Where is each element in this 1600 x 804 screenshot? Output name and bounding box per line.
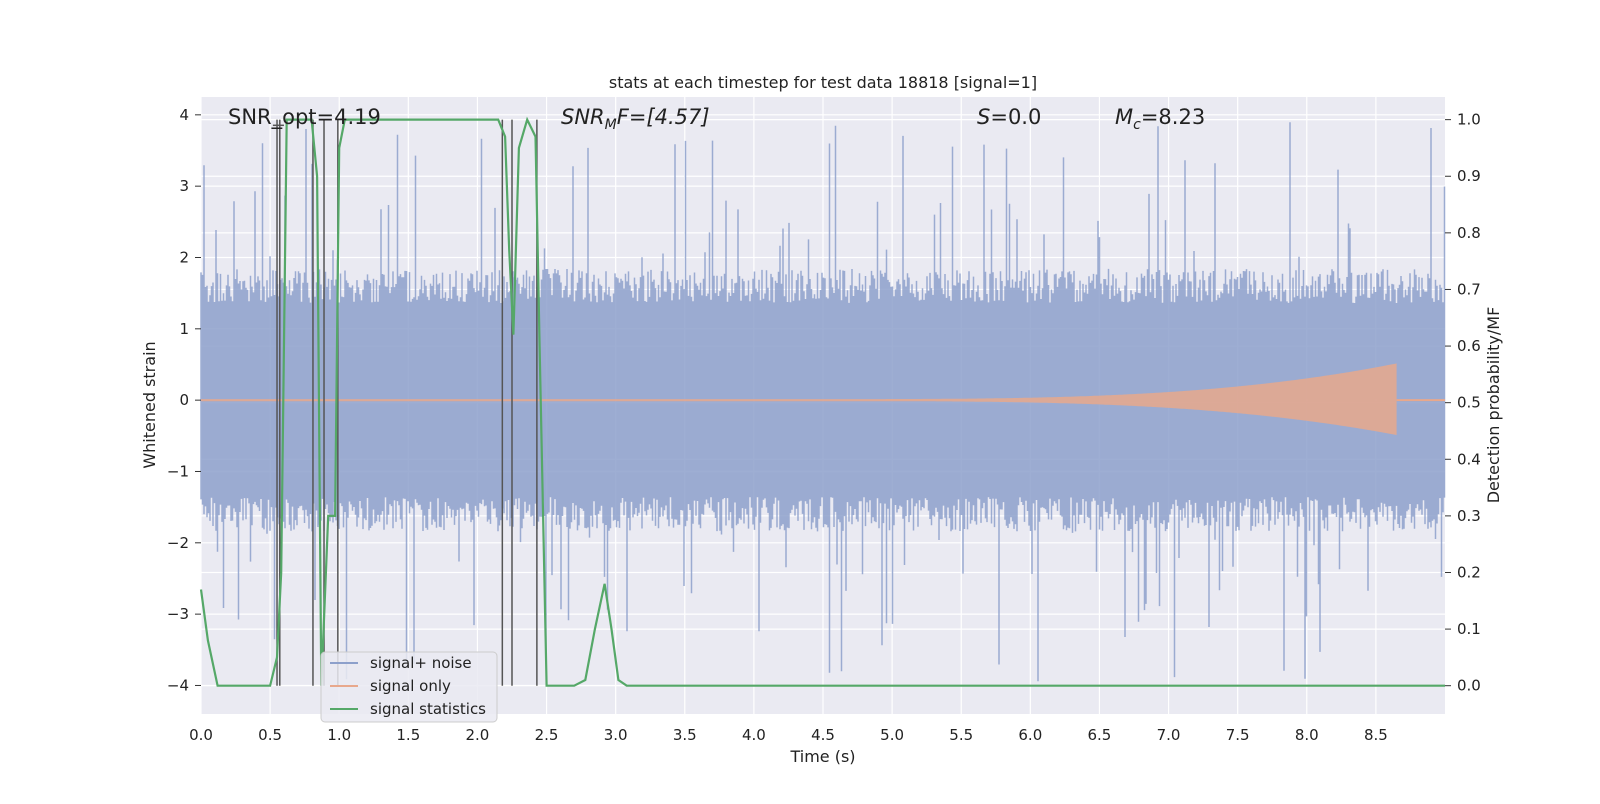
x-tick-label: 7.0 bbox=[1157, 726, 1181, 744]
x-tick-label: 7.5 bbox=[1226, 726, 1250, 744]
y-left-tick-label: 2 bbox=[179, 248, 189, 266]
y-axis-left-label: Whitened strain bbox=[140, 341, 159, 468]
x-tick-label: 1.5 bbox=[396, 726, 420, 744]
x-tick-label: 3.5 bbox=[673, 726, 697, 744]
y-left-tick-label: −2 bbox=[167, 534, 189, 552]
y-right-tick-label: 0.0 bbox=[1457, 677, 1481, 695]
x-tick-label: 1.0 bbox=[327, 726, 351, 744]
annotation-snr-opt: SNR_opt=4.19 bbox=[228, 105, 381, 130]
legend-label-signal-plus-noise: signal+ noise bbox=[370, 654, 472, 672]
signal-statistics-line bbox=[199, 116, 1445, 687]
y-left-tick-label: −4 bbox=[167, 676, 189, 694]
y-left-tick-label: −1 bbox=[167, 462, 189, 480]
y-right-tick-label: 0.3 bbox=[1457, 507, 1481, 525]
y-axis-right-label: Detection probability/MF bbox=[1484, 307, 1503, 504]
y-left-tick-label: 0 bbox=[179, 391, 189, 409]
legend-box bbox=[320, 651, 498, 723]
y-right-tick-label: 0.5 bbox=[1457, 394, 1481, 412]
tick-labels: 0.0 0.5 1.0 1.5 2.0 2.5 3.0 3.5 4.0 4.5 5.0 5.5 6.0 6… bbox=[167, 106, 1481, 744]
chart-title: stats at each timestep for test data 188… bbox=[609, 73, 1037, 92]
y-right-tick-label: 0.8 bbox=[1457, 224, 1481, 242]
x-axis-label: Time (s) bbox=[789, 747, 855, 766]
y-right-tick-label: 0.1 bbox=[1457, 620, 1481, 638]
x-tick-label: 6.5 bbox=[1088, 726, 1112, 744]
x-tick-label: 8.5 bbox=[1364, 726, 1388, 744]
x-tick-label: 3.0 bbox=[604, 726, 628, 744]
x-tick-label: 2.5 bbox=[535, 726, 559, 744]
y-right-tick-label: 0.2 bbox=[1457, 563, 1481, 581]
y-left-tick-label: 1 bbox=[179, 320, 189, 338]
y-right-tick-label: 0.7 bbox=[1457, 280, 1481, 298]
y-right-tick-label: 1.0 bbox=[1457, 111, 1481, 129]
x-tick-label: 4.0 bbox=[742, 726, 766, 744]
y-left-tick-label: 4 bbox=[179, 106, 189, 124]
x-tick-label: 2.0 bbox=[466, 726, 490, 744]
y-right-tick-label: 0.4 bbox=[1457, 450, 1481, 468]
y-left-tick-label: 3 bbox=[179, 177, 189, 195]
y-left-tick-label: −3 bbox=[167, 605, 189, 623]
x-tick-label: 5.0 bbox=[880, 726, 904, 744]
legend: signal+ noise signal only signal statist… bbox=[320, 651, 498, 723]
x-tick-label: 0.0 bbox=[189, 726, 213, 744]
legend-label-signal-statistics: signal statistics bbox=[370, 700, 486, 718]
legend-label-signal-only: signal only bbox=[370, 677, 451, 695]
y-right-tick-label: 0.6 bbox=[1457, 337, 1481, 355]
x-tick-label: 6.0 bbox=[1018, 726, 1042, 744]
series-signal-statistics bbox=[199, 116, 1445, 687]
series-signal-only bbox=[201, 363, 1445, 435]
x-tick-label: 0.5 bbox=[258, 726, 282, 744]
x-tick-label: 5.5 bbox=[949, 726, 973, 744]
annotation-mc: Mc=8.23 bbox=[1115, 105, 1205, 133]
x-tick-label: 4.5 bbox=[811, 726, 835, 744]
signal-only-chirp bbox=[201, 363, 1397, 435]
annotation-snr-mf: SNRMF=[4.57] bbox=[561, 105, 710, 133]
annotation-s: S=0.0 bbox=[977, 105, 1041, 129]
x-tick-label: 8.0 bbox=[1295, 726, 1319, 744]
y-right-tick-label: 0.9 bbox=[1457, 167, 1481, 185]
